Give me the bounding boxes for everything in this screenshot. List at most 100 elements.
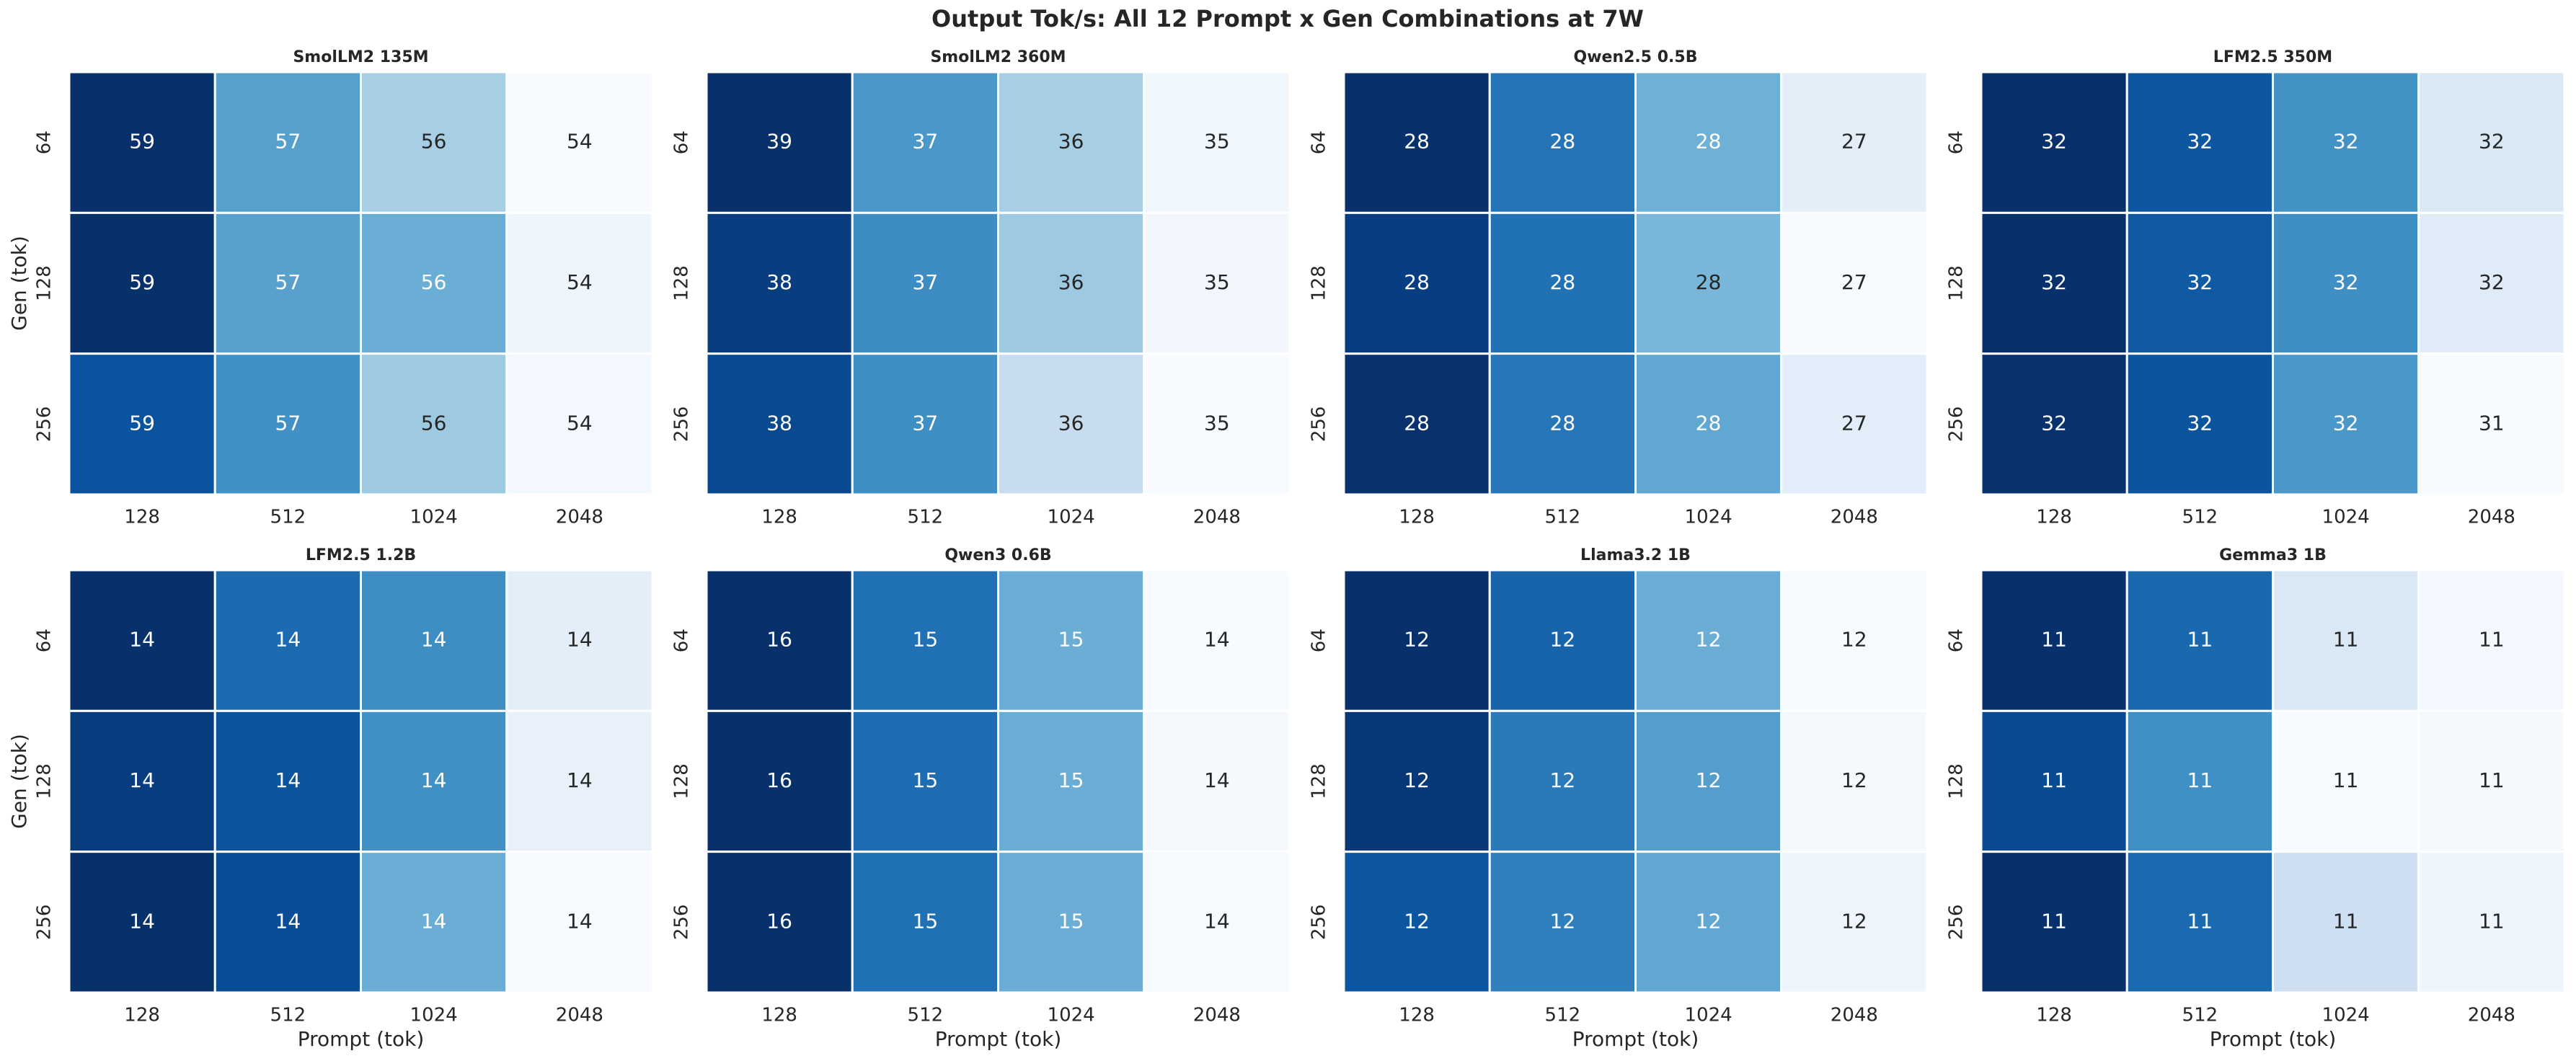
y-tick-label: 128 bbox=[1946, 763, 1968, 799]
cell-label: 14 bbox=[421, 909, 447, 933]
x-tick-label: 1024 bbox=[1048, 507, 1095, 528]
cell-label: 28 bbox=[1404, 130, 1430, 154]
cell-label: 12 bbox=[1841, 909, 1867, 933]
subplot-title: Qwen2.5 0.5B bbox=[1574, 48, 1698, 66]
cell-label: 32 bbox=[2333, 270, 2359, 294]
heatmap-cell bbox=[1780, 851, 1929, 994]
cell-label: 54 bbox=[567, 130, 593, 154]
cell-label: 28 bbox=[1696, 130, 1722, 154]
cell-label: 11 bbox=[2479, 628, 2505, 652]
cell-label: 37 bbox=[913, 270, 939, 294]
x-tick-label: 512 bbox=[2182, 507, 2218, 528]
heatmap-cell bbox=[1780, 71, 1929, 214]
cell-label: 14 bbox=[421, 768, 447, 792]
heatmap-cell bbox=[505, 71, 654, 214]
cell-label: 12 bbox=[1696, 768, 1722, 792]
cell-label: 11 bbox=[2333, 768, 2359, 792]
heatmap-cell bbox=[505, 709, 654, 853]
x-axis-label: Prompt (tok) bbox=[1572, 1027, 1699, 1051]
x-tick-label: 2048 bbox=[1831, 1005, 1878, 1026]
x-tick-label: 2048 bbox=[2468, 507, 2515, 528]
heatmap-cell bbox=[1634, 851, 1783, 994]
cell-label: 57 bbox=[275, 270, 301, 294]
cell-label: 35 bbox=[1204, 411, 1230, 435]
heatmap-cell bbox=[705, 211, 854, 355]
cell-label: 28 bbox=[1404, 270, 1430, 294]
cell-label: 12 bbox=[1550, 628, 1576, 652]
heatmap-cell bbox=[2272, 569, 2420, 712]
cell-label: 11 bbox=[2333, 628, 2359, 652]
heatmap-cell bbox=[2125, 211, 2274, 355]
cell-label: 59 bbox=[129, 411, 155, 435]
cell-label: 59 bbox=[129, 130, 155, 154]
y-tick-label: 256 bbox=[1309, 905, 1330, 941]
heatmap-cell bbox=[213, 569, 362, 712]
subplot-title: LFM2.5 1.2B bbox=[306, 546, 416, 564]
cell-label: 32 bbox=[2187, 270, 2213, 294]
heatmap-cell bbox=[705, 569, 854, 712]
cell-label: 28 bbox=[1404, 411, 1430, 435]
cell-label: 11 bbox=[2041, 768, 2067, 792]
heatmap-cell bbox=[1342, 851, 1491, 994]
heatmap-cell bbox=[1488, 569, 1637, 712]
heatmap-cell bbox=[213, 211, 362, 355]
heatmap-cell bbox=[1980, 851, 2128, 994]
cell-label: 32 bbox=[2187, 411, 2213, 435]
heatmap-cell bbox=[2272, 709, 2420, 853]
heatmap-cell bbox=[2272, 211, 2420, 355]
y-tick-label: 64 bbox=[671, 130, 693, 154]
figure-title: Output Tok/s: All 12 Prompt x Gen Combin… bbox=[931, 5, 1644, 32]
y-tick-label: 256 bbox=[1309, 407, 1330, 443]
heatmap-cell bbox=[360, 709, 508, 853]
heatmap-cell bbox=[1143, 709, 1291, 853]
cell-label: 15 bbox=[1058, 909, 1084, 933]
heatmap-cell bbox=[1780, 709, 1929, 853]
heatmap-cell bbox=[1980, 709, 2128, 853]
heatmap-cell bbox=[851, 709, 999, 853]
cell-label: 15 bbox=[1058, 628, 1084, 652]
cell-label: 12 bbox=[1696, 628, 1722, 652]
y-tick-label: 128 bbox=[34, 763, 56, 799]
cell-label: 31 bbox=[2479, 411, 2505, 435]
cell-label: 14 bbox=[567, 909, 593, 933]
cell-label: 11 bbox=[2187, 909, 2213, 933]
x-tick-label: 1024 bbox=[410, 507, 458, 528]
cell-label: 27 bbox=[1841, 270, 1867, 294]
y-tick-label: 128 bbox=[34, 265, 56, 301]
cell-label: 28 bbox=[1550, 411, 1576, 435]
cell-label: 57 bbox=[275, 411, 301, 435]
x-tick-label: 512 bbox=[1545, 1005, 1581, 1026]
heatmap-cell bbox=[1634, 352, 1783, 496]
cell-label: 27 bbox=[1841, 130, 1867, 154]
heatmap-cell bbox=[1488, 709, 1637, 853]
x-tick-label: 512 bbox=[1545, 507, 1581, 528]
cell-label: 15 bbox=[913, 909, 939, 933]
x-tick-label: 512 bbox=[2182, 1005, 2218, 1026]
heatmap-cell bbox=[1634, 569, 1783, 712]
cell-label: 32 bbox=[2479, 270, 2505, 294]
subplot-title: LFM2.5 350M bbox=[2213, 48, 2332, 66]
heatmap-cell bbox=[2417, 211, 2566, 355]
heatmap-cell bbox=[2417, 851, 2566, 994]
cell-label: 14 bbox=[129, 768, 155, 792]
cell-label: 12 bbox=[1404, 768, 1430, 792]
x-tick-label: 512 bbox=[270, 507, 306, 528]
cell-label: 16 bbox=[766, 909, 792, 933]
y-axis-label: Gen (tok) bbox=[7, 734, 31, 829]
y-tick-label: 128 bbox=[1946, 265, 1968, 301]
cell-label: 35 bbox=[1204, 130, 1230, 154]
y-tick-label: 64 bbox=[34, 629, 56, 652]
heatmap-cell bbox=[1342, 211, 1491, 355]
cell-label: 28 bbox=[1696, 270, 1722, 294]
cell-label: 14 bbox=[1204, 628, 1230, 652]
cell-label: 16 bbox=[766, 768, 792, 792]
heatmap-cell bbox=[2125, 352, 2274, 496]
cell-label: 32 bbox=[2041, 411, 2067, 435]
x-tick-label: 1024 bbox=[1685, 1005, 1732, 1026]
heatmap-cell bbox=[1634, 211, 1783, 355]
x-tick-label: 128 bbox=[2036, 1005, 2072, 1026]
cell-label: 32 bbox=[2479, 130, 2505, 154]
cell-label: 14 bbox=[1204, 909, 1230, 933]
heatmap-cell bbox=[851, 71, 999, 214]
x-tick-label: 2048 bbox=[1831, 507, 1878, 528]
